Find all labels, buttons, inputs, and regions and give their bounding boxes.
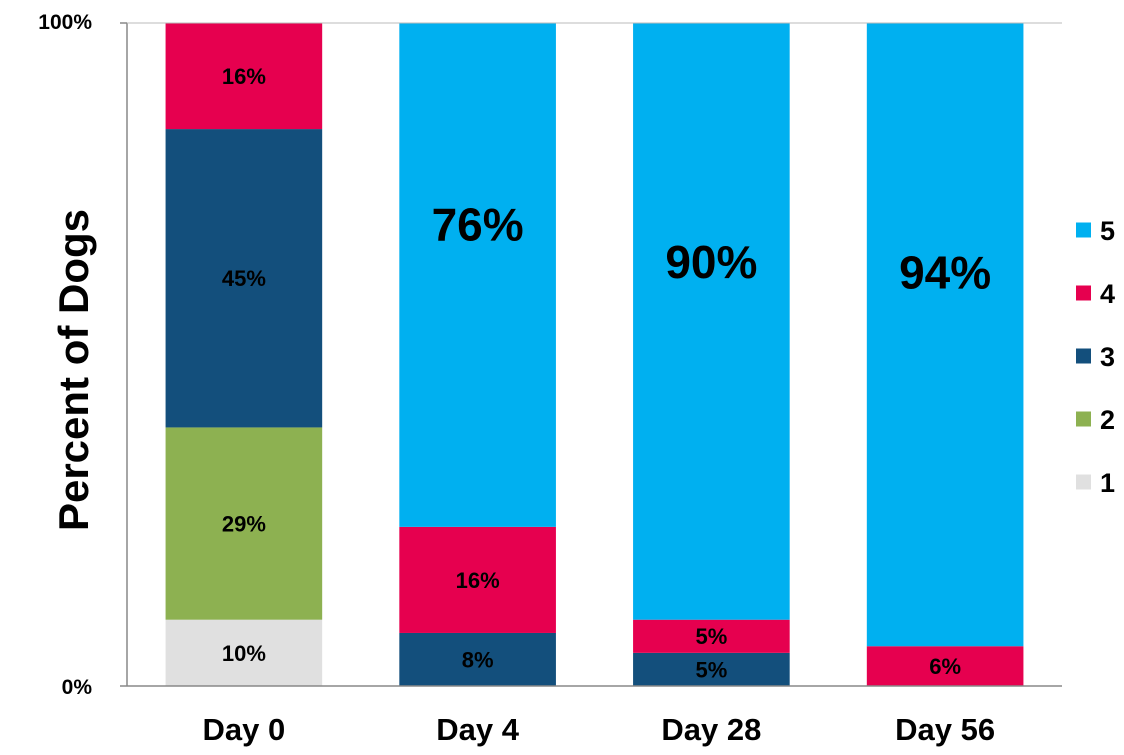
bar-segment-day-28-level-3 [633,652,790,686]
bar-segment-day-56-level-4 [866,646,1024,686]
data-label-day-28-level-4: 5% [695,624,727,649]
legend-swatch-2 [1076,411,1091,427]
legend-swatch-1 [1076,474,1091,490]
legend-label-2: 2 [1100,405,1115,435]
bar-segment-day-0-level-3 [165,129,323,428]
x-tick-label-day-56: Day 56 [895,712,995,747]
bar-segment-day-0-level-1 [165,619,323,686]
x-tick-label-day-4: Day 4 [436,712,519,747]
data-labels-layer: 10% 29% 45% 16% 8% 16% 76% 5% 5% 90% 6% 94% [222,64,991,682]
bar-segment-day-0-level-2 [165,427,323,620]
bar-segment-day-56-level-5 [866,23,1024,647]
x-tick-labels: Day 0 Day 4 Day 28 Day 56 [203,712,996,747]
data-label-day-0-level-3: 45% [222,266,266,291]
bar-segment-day-0-level-4 [165,23,323,130]
axes-layer: 100% 0% Percent of Dogs [38,11,1062,699]
bar-segment-day-4-level-3 [399,632,556,686]
legend-label-1: 1 [1100,468,1115,498]
legend: 5 4 3 2 1 [1076,216,1115,498]
data-label-day-0-level-1: 10% [222,641,266,666]
y-tick-label-0: 0% [62,676,93,699]
bar-segment-day-4-level-4 [399,526,556,633]
legend-label-4: 4 [1100,279,1115,309]
x-tick-label-day-28: Day 28 [661,712,761,747]
data-label-day-4-level-3: 8% [462,647,494,672]
y-axis-label: Percent of Dogs [50,209,97,531]
legend-label-5: 5 [1100,216,1115,246]
data-label-day-28-level-5: 90% [665,236,757,288]
bars-layer [165,23,1024,686]
bar-segment-day-28-level-4 [633,619,790,653]
y-tick-label-100: 100% [38,11,92,34]
data-label-day-4-level-5: 76% [432,199,524,251]
data-label-day-0-level-4: 16% [222,64,266,89]
data-label-day-0-level-2: 29% [222,511,266,536]
data-label-day-56-level-4: 6% [929,654,961,679]
data-label-day-56-level-5: 94% [899,246,991,298]
legend-swatch-3 [1076,348,1091,364]
data-label-day-28-level-3: 5% [695,657,727,682]
legend-swatch-4 [1076,285,1091,301]
bar-segment-day-4-level-5 [399,23,556,527]
data-label-day-4-level-4: 16% [456,568,500,593]
legend-swatch-5 [1076,222,1091,238]
x-tick-label-day-0: Day 0 [203,712,286,747]
bar-segment-day-28-level-5 [633,23,790,620]
legend-label-3: 3 [1100,342,1115,372]
